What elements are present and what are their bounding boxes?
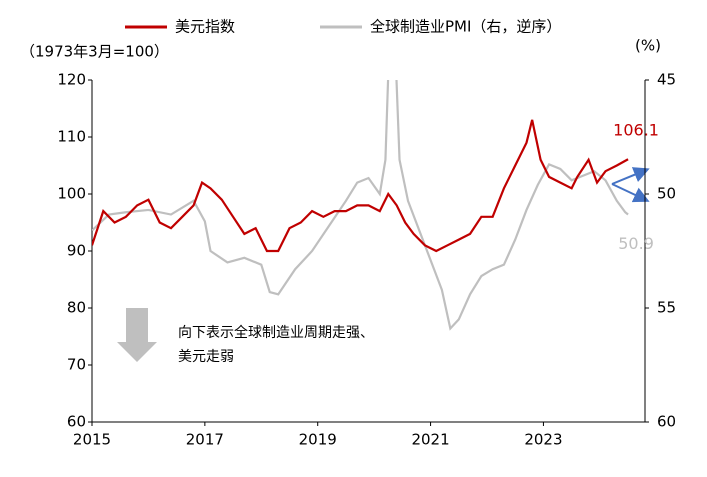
- annotation: 美元走弱: [178, 349, 234, 365]
- plot-area: [92, 80, 629, 331]
- x-tick-label: 2023: [524, 431, 562, 449]
- x-tick-label: 2015: [73, 431, 111, 449]
- trend-arrow: [611, 183, 650, 203]
- end-value-label: 106.1: [613, 121, 659, 140]
- data-line: [92, 80, 629, 331]
- down-arrow-icon: [117, 308, 157, 362]
- y-axis-label: （1973年3月=100）: [20, 43, 169, 61]
- legend-label: 全球制造业PMI（右，逆序）: [370, 18, 561, 36]
- data-line: [92, 119, 629, 253]
- y-tick-label: 80: [67, 299, 86, 317]
- x-tick-label: 2017: [186, 431, 224, 449]
- y-tick-label: 70: [67, 356, 86, 374]
- y2-tick-label: 60: [657, 413, 676, 431]
- y2-tick-label: 45: [657, 71, 676, 89]
- x-tick-label: 2021: [411, 431, 449, 449]
- y2-axis-label: (%): [635, 37, 661, 55]
- end-value-label: 50.9: [618, 234, 654, 253]
- legend-label: 美元指数: [175, 18, 235, 36]
- y2-tick-label: 50: [657, 185, 676, 203]
- y-tick-label: 60: [67, 413, 86, 431]
- annotation: 向下表示全球制造业周期走强、: [178, 324, 374, 341]
- axis-frame: [91, 80, 646, 423]
- y-tick-label: 90: [67, 242, 86, 260]
- y2-tick-label: 55: [657, 299, 676, 317]
- x-tick-label: 2019: [299, 431, 337, 449]
- y-tick-label: 100: [57, 185, 86, 203]
- trend-arrow: [611, 167, 650, 185]
- y-tick-label: 120: [57, 71, 86, 89]
- y-tick-label: 110: [57, 128, 86, 146]
